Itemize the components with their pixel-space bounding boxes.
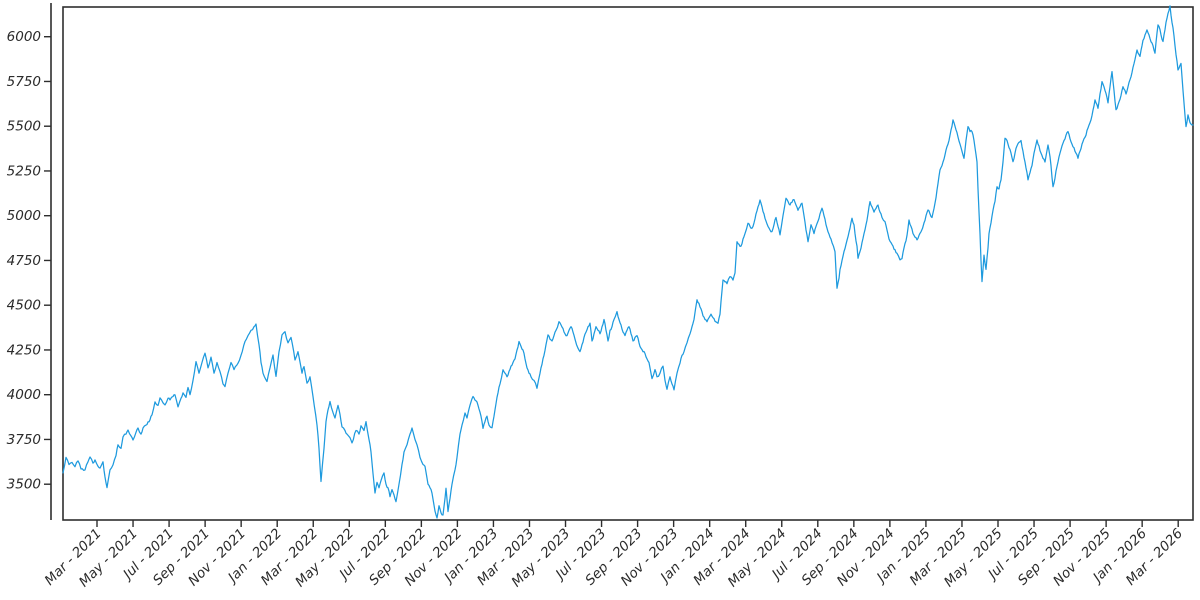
price-line: [62, 5, 1194, 519]
y-tick-label: 3500: [7, 477, 41, 493]
y-tick-label: 3750: [7, 432, 41, 448]
y-tick-label: 4750: [7, 253, 41, 269]
y-tick-label: 4250: [7, 342, 41, 358]
y-tick-label: 6000: [7, 29, 41, 45]
y-tick-label: 5500: [7, 119, 41, 135]
y-tick-label: 5750: [7, 74, 41, 90]
y-tick-label: 4500: [7, 298, 41, 314]
y-tick-label: 5250: [7, 163, 41, 179]
y-tick-label: 5000: [7, 208, 41, 224]
y-tick-label: 4000: [7, 387, 41, 403]
plot-border: [62, 6, 1194, 521]
